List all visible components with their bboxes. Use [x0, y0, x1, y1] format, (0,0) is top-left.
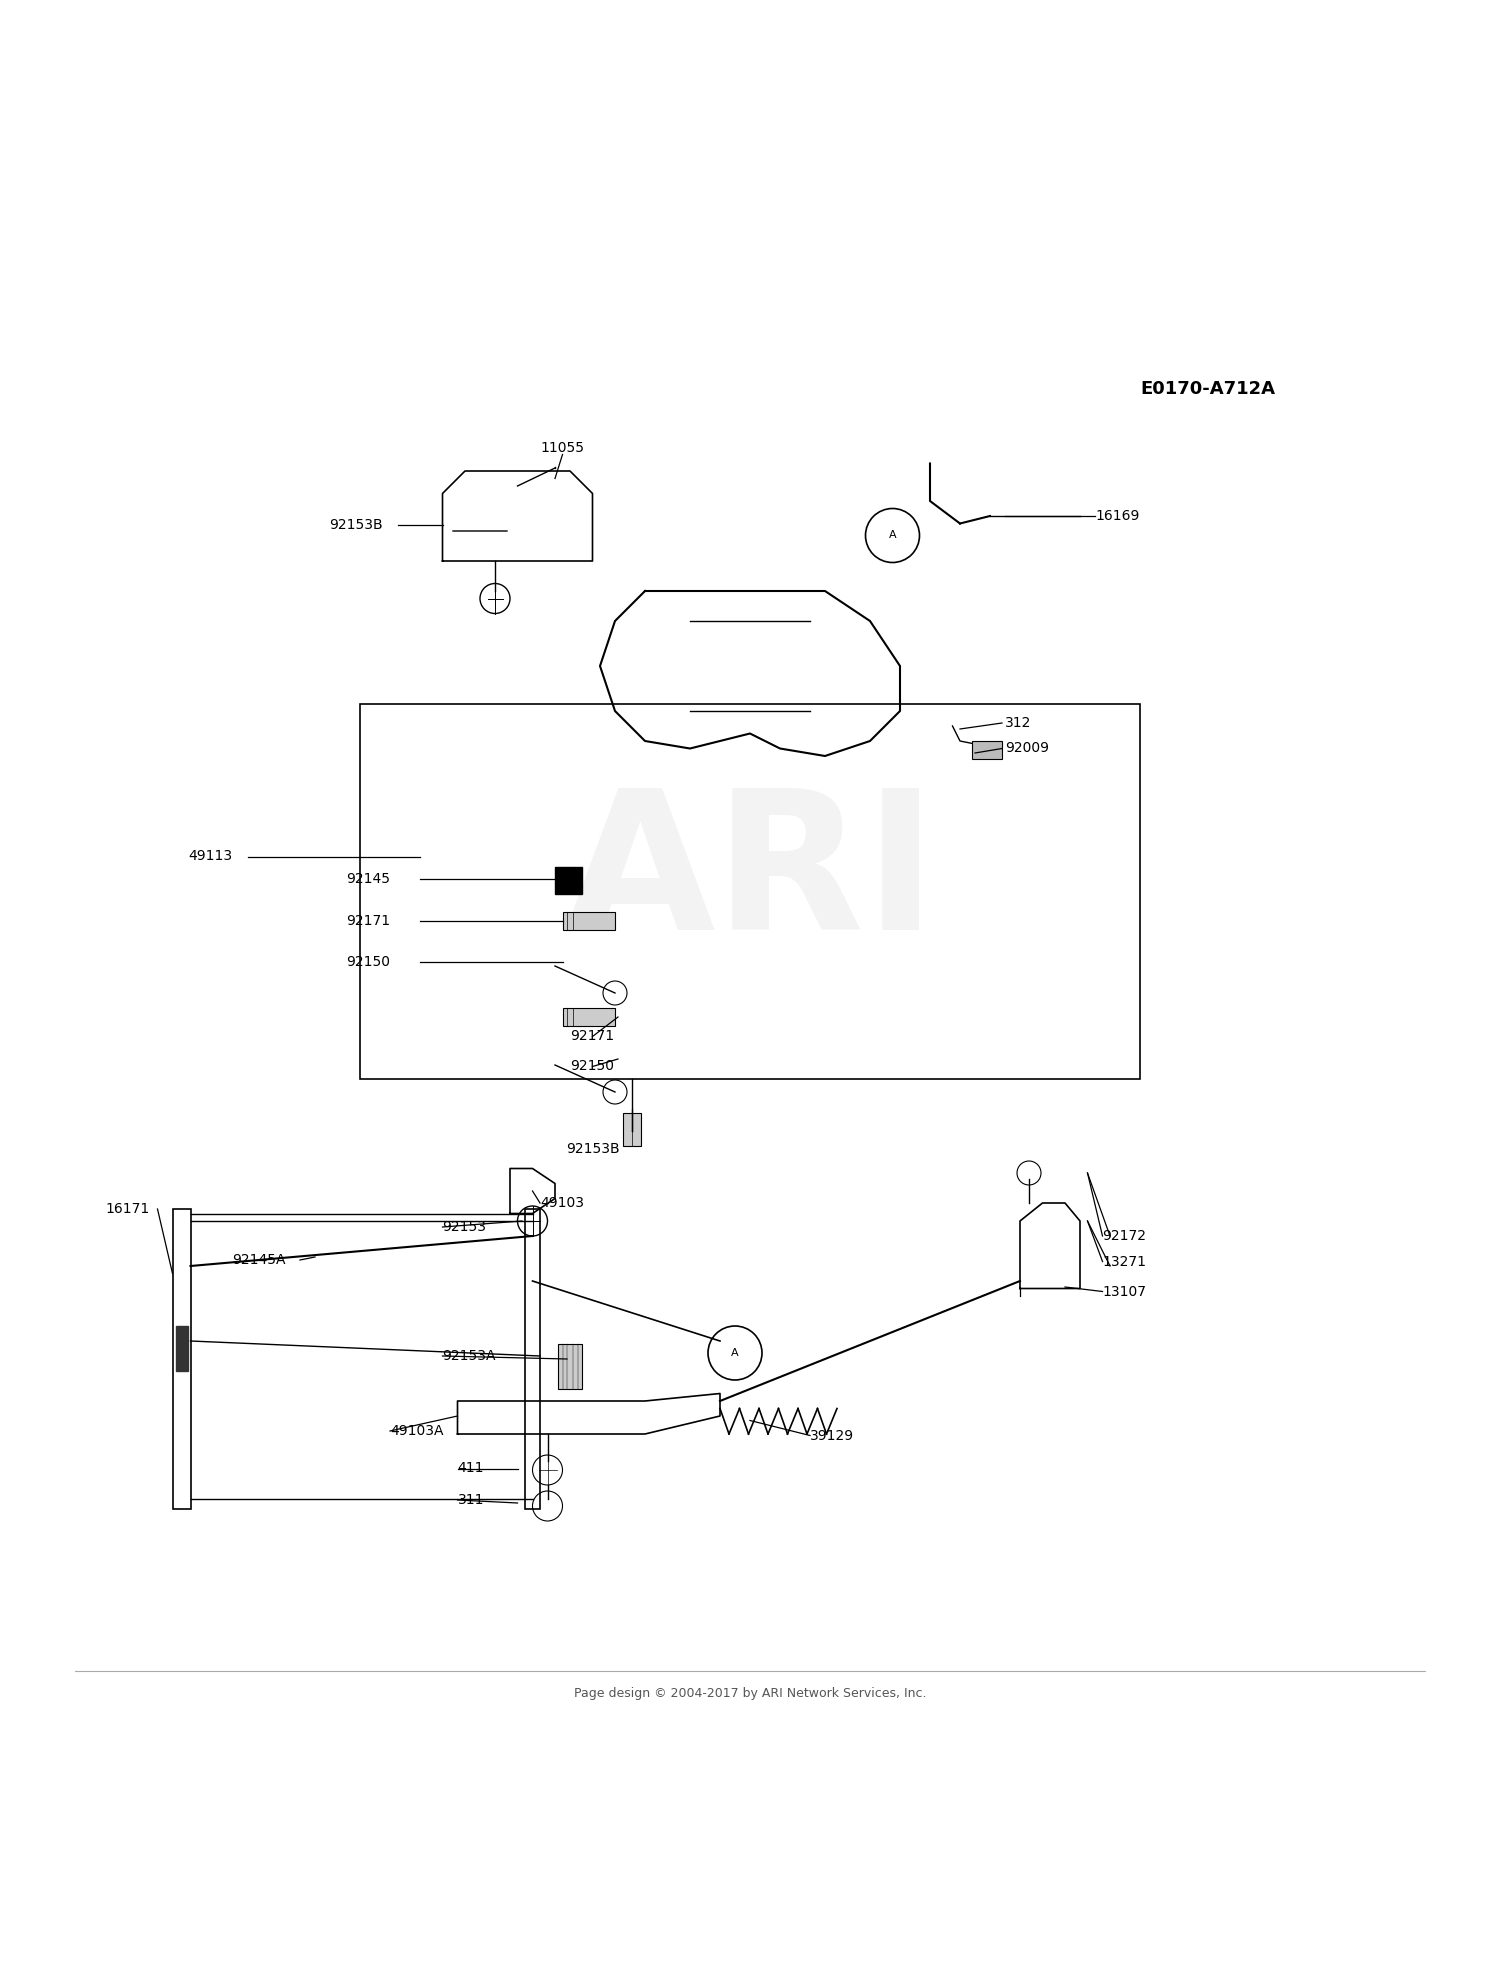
Text: 92172: 92172 — [1102, 1228, 1146, 1244]
Bar — [562, 912, 615, 930]
Text: 92153B: 92153B — [328, 518, 382, 532]
Bar — [525, 1209, 540, 1509]
Text: 92153B: 92153B — [566, 1142, 620, 1156]
Text: ARI: ARI — [564, 783, 936, 969]
Bar — [972, 742, 1002, 759]
Text: A: A — [888, 530, 897, 540]
Bar — [176, 1326, 188, 1371]
Bar — [558, 1344, 582, 1389]
Bar — [562, 1008, 615, 1026]
Text: 11055: 11055 — [540, 441, 585, 455]
Text: E0170-A712A: E0170-A712A — [1140, 379, 1275, 398]
Text: A: A — [730, 1348, 740, 1358]
Bar — [360, 704, 1140, 1079]
Text: 92145A: 92145A — [232, 1254, 286, 1267]
Bar — [172, 1209, 190, 1509]
Text: 92145: 92145 — [346, 871, 390, 887]
Bar — [622, 1112, 640, 1146]
Text: 13271: 13271 — [1102, 1254, 1146, 1269]
Text: 311: 311 — [458, 1493, 484, 1507]
Bar — [555, 867, 582, 895]
Text: 16169: 16169 — [1095, 508, 1140, 524]
Text: 411: 411 — [458, 1462, 484, 1475]
Text: 13107: 13107 — [1102, 1285, 1146, 1299]
Text: 92153: 92153 — [442, 1220, 486, 1234]
Text: 16171: 16171 — [105, 1203, 150, 1216]
Text: 49113: 49113 — [189, 850, 232, 863]
Text: 92171: 92171 — [346, 914, 390, 928]
Text: Page design © 2004-2017 by ARI Network Services, Inc.: Page design © 2004-2017 by ARI Network S… — [573, 1687, 926, 1699]
Text: 92150: 92150 — [346, 954, 390, 969]
Text: 92150: 92150 — [570, 1059, 614, 1073]
Text: 49103: 49103 — [540, 1197, 584, 1211]
Text: 92009: 92009 — [1005, 742, 1048, 755]
Text: 49103A: 49103A — [390, 1424, 444, 1438]
Text: 39129: 39129 — [810, 1428, 853, 1442]
Text: 92153A: 92153A — [442, 1350, 497, 1364]
Text: 92171: 92171 — [570, 1030, 614, 1044]
Text: 312: 312 — [1005, 716, 1032, 730]
